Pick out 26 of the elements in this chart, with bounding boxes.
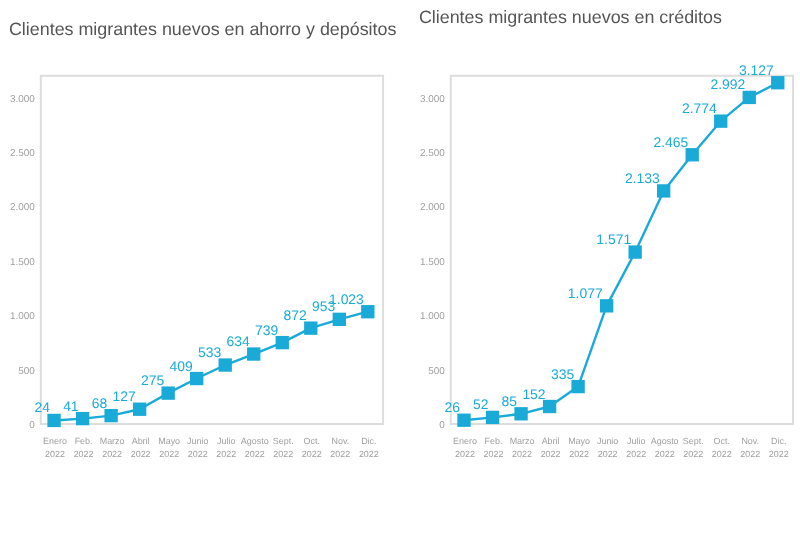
point	[104, 408, 118, 423]
point	[685, 148, 699, 162]
point	[47, 413, 61, 428]
point	[771, 76, 785, 90]
chart-title: Clientes migrantes nuevos en créditos	[418, 7, 723, 28]
point	[75, 411, 90, 426]
point	[457, 413, 471, 427]
point	[657, 184, 671, 198]
point	[599, 299, 614, 313]
point	[332, 312, 346, 327]
point	[304, 321, 318, 335]
point	[542, 399, 557, 414]
chart-title: Clientes migrantes nuevos en ahorro y depósitos	[8, 18, 398, 39]
point	[247, 347, 261, 361]
point	[190, 371, 204, 386]
point	[218, 358, 232, 372]
point	[361, 305, 375, 319]
point	[714, 114, 728, 128]
point	[485, 410, 500, 425]
point	[628, 245, 642, 259]
point	[571, 379, 585, 394]
point	[275, 335, 289, 350]
point	[161, 386, 175, 400]
point	[514, 407, 528, 421]
point	[132, 402, 147, 416]
point	[742, 90, 756, 105]
